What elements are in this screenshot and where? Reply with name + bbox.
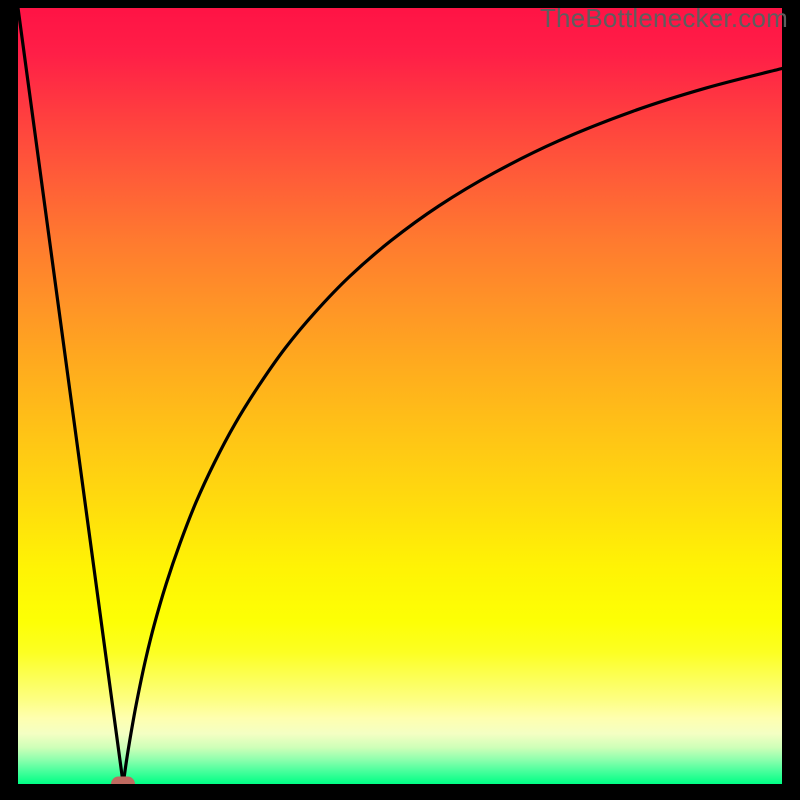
- curve-left-linear-segment: [18, 8, 123, 784]
- chart-plot-area: [18, 8, 782, 784]
- stage: TheBottlenecker.com: [0, 0, 800, 800]
- curve-right-log-like-curve: [123, 69, 782, 784]
- watermark-text: TheBottlenecker.com: [540, 3, 788, 34]
- minimum-marker: [111, 777, 135, 785]
- curve-layer: [18, 8, 782, 784]
